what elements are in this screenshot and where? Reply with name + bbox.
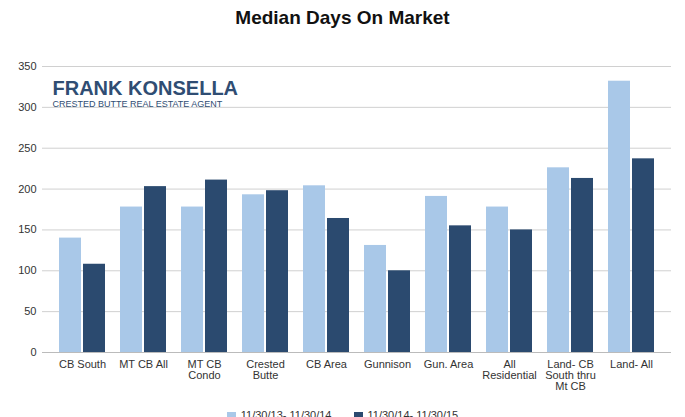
svg-text:350: 350 bbox=[18, 60, 36, 72]
svg-text:Land- All: Land- All bbox=[610, 358, 653, 370]
svg-text:AllResidential: AllResidential bbox=[482, 358, 536, 381]
svg-text:CB South: CB South bbox=[59, 358, 106, 370]
svg-text:MT CB All: MT CB All bbox=[119, 358, 168, 370]
svg-text:0: 0 bbox=[30, 346, 36, 358]
svg-text:CRESTED BUTTE REAL ESTATE AGEN: CRESTED BUTTE REAL ESTATE AGENT bbox=[53, 99, 223, 109]
svg-text:150: 150 bbox=[18, 223, 36, 235]
svg-text:CB Area: CB Area bbox=[306, 358, 348, 370]
svg-text:100: 100 bbox=[18, 264, 36, 276]
svg-text:250: 250 bbox=[18, 142, 36, 154]
svg-text:MT CBCondo: MT CBCondo bbox=[187, 358, 221, 381]
svg-text:300: 300 bbox=[18, 101, 36, 113]
svg-text:200: 200 bbox=[18, 183, 36, 195]
svg-text:FRANK KONSELLA: FRANK KONSELLA bbox=[53, 77, 239, 99]
svg-text:Gun. Area: Gun. Area bbox=[424, 358, 474, 370]
svg-text:CrestedButte: CrestedButte bbox=[246, 358, 285, 381]
html-text:Median Days On Market: Median Days On Market bbox=[235, 7, 450, 28]
svg-text:50: 50 bbox=[24, 305, 36, 317]
svg-text:Gunnison: Gunnison bbox=[364, 358, 411, 370]
svg-text:Land- CBSouth thruMt CB: Land- CBSouth thruMt CB bbox=[545, 358, 596, 392]
